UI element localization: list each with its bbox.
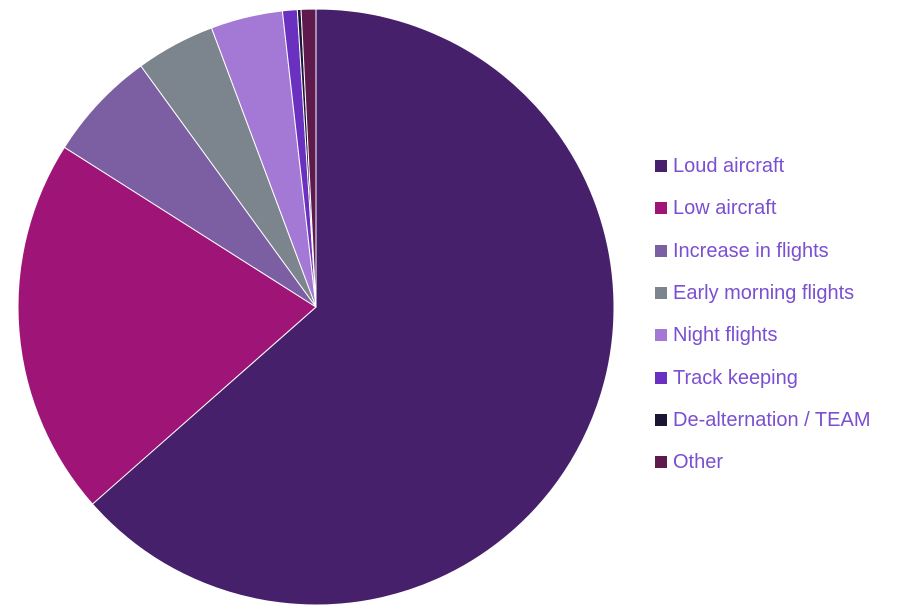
legend-item-early-morning-flights: Early morning flights	[655, 272, 920, 314]
legend-swatch	[655, 287, 667, 300]
legend-label: Increase in flights	[673, 239, 829, 262]
legend-label: Low aircraft	[673, 197, 777, 220]
legend-label: Early morning flights	[673, 282, 855, 305]
pie-slice-loud-aircraft	[91, 8, 615, 605]
legend-swatch	[655, 413, 667, 426]
legend-item-low-aircraft: Low aircraft	[655, 187, 920, 229]
legend-swatch	[655, 329, 667, 342]
legend-item-increase-in-flights: Increase in flights	[655, 230, 920, 272]
pie-slice-other	[300, 8, 317, 308]
legend-swatch	[655, 371, 667, 384]
legend-swatch	[655, 160, 667, 173]
chart-legend: Loud aircraft Low aircraft Increase in fli…	[655, 145, 920, 483]
legend-item-loud-aircraft: Loud aircraft	[655, 145, 920, 187]
legend-item-night-flights: Night flights	[655, 314, 920, 356]
pie-slice-low-aircraft	[17, 146, 317, 505]
legend-label: De-alternation / TEAM	[673, 408, 871, 431]
legend-swatch	[655, 202, 667, 215]
legend-label: Track keeping	[673, 366, 798, 389]
legend-swatch	[655, 244, 667, 257]
legend-swatch	[655, 456, 667, 469]
legend-item-track-keeping: Track keeping	[655, 356, 920, 398]
legend-item-other: Other	[655, 441, 920, 483]
legend-item-de-alternation-team: De-alternation / TEAM	[655, 399, 920, 441]
legend-label: Loud aircraft	[673, 155, 785, 178]
legend-label: Night flights	[673, 324, 778, 347]
legend-label: Other	[673, 451, 724, 474]
